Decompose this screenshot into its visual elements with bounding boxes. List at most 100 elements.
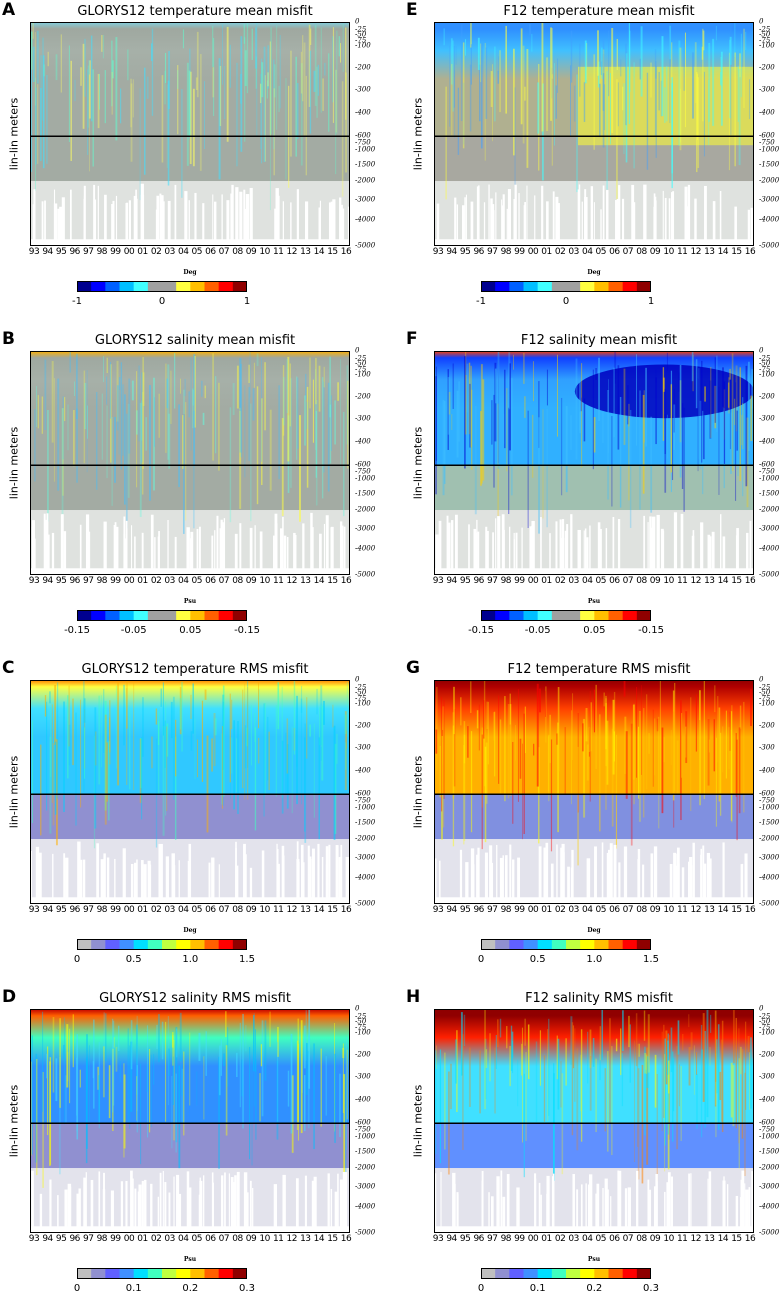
profile-streak bbox=[32, 720, 33, 822]
year-tick-label: 09 bbox=[246, 1234, 256, 1244]
profile-streak bbox=[673, 691, 675, 801]
profile-streak bbox=[160, 689, 162, 707]
profile-streak bbox=[99, 74, 100, 110]
profile-streak bbox=[747, 418, 749, 508]
profile-streak bbox=[107, 358, 108, 373]
data-gap bbox=[231, 185, 233, 246]
profile-streak bbox=[176, 1029, 177, 1058]
profile-streak bbox=[641, 26, 643, 96]
data-gap bbox=[482, 1171, 484, 1233]
profile-streak bbox=[181, 682, 182, 752]
data-gap bbox=[252, 1188, 253, 1233]
profile-streak bbox=[156, 708, 157, 724]
profile-streak bbox=[552, 74, 553, 165]
profile-streak bbox=[696, 1052, 697, 1075]
colorbar-swatch bbox=[176, 939, 191, 950]
profile-streak bbox=[642, 1065, 644, 1183]
colorbar-swatch bbox=[481, 610, 496, 621]
profile-streak bbox=[287, 359, 288, 413]
colorbar-swatch bbox=[580, 1268, 595, 1279]
profile-streak bbox=[633, 705, 635, 780]
profile-streak bbox=[333, 27, 334, 123]
profile-streak bbox=[193, 89, 195, 166]
profile-streak bbox=[667, 353, 668, 371]
profile-streak bbox=[144, 68, 146, 175]
data-gap bbox=[581, 1184, 583, 1233]
profile-streak bbox=[101, 35, 103, 52]
year-tick-label: 06 bbox=[205, 905, 215, 915]
profile-streak bbox=[49, 691, 50, 703]
profile-streak bbox=[624, 681, 626, 697]
profile-streak bbox=[620, 397, 621, 508]
data-gap bbox=[166, 856, 169, 904]
profile-streak bbox=[87, 370, 88, 472]
profile-streak bbox=[587, 744, 589, 780]
data-gap bbox=[588, 1185, 591, 1233]
profile-streak bbox=[242, 690, 243, 789]
profile-streak bbox=[537, 684, 539, 787]
panel-f: F F12 salinity mean misfit lin-lin meter… bbox=[404, 329, 782, 653]
profile-streak bbox=[435, 730, 437, 754]
profile-streak bbox=[600, 1026, 601, 1060]
colorbar-swatch bbox=[105, 1268, 120, 1279]
profile-streak bbox=[505, 26, 507, 114]
profile-streak bbox=[648, 733, 649, 754]
profile-streak bbox=[192, 683, 193, 733]
data-gap bbox=[344, 527, 346, 575]
profile-streak bbox=[745, 32, 746, 50]
year-tick-label: 05 bbox=[596, 247, 606, 257]
data-gap bbox=[452, 1173, 455, 1233]
profile-streak bbox=[122, 384, 124, 455]
colorbar bbox=[481, 610, 651, 621]
profile-streak bbox=[177, 65, 178, 134]
colorbar-swatch bbox=[233, 1268, 247, 1279]
year-tick-label: 97 bbox=[487, 905, 497, 915]
profile-streak bbox=[308, 1035, 310, 1129]
profile-streak bbox=[103, 689, 104, 753]
data-gap bbox=[709, 858, 712, 904]
data-gap bbox=[607, 853, 608, 904]
profile-streak bbox=[262, 1020, 264, 1116]
profile-streak bbox=[599, 84, 600, 137]
profile-streak bbox=[114, 417, 116, 483]
profile-streak bbox=[227, 27, 229, 142]
data-gap bbox=[96, 843, 99, 904]
profile-streak bbox=[69, 45, 70, 142]
year-tick-label: 96 bbox=[69, 1234, 79, 1244]
profile-streak bbox=[696, 695, 697, 752]
data-gap bbox=[539, 846, 542, 904]
profile-streak bbox=[200, 54, 202, 171]
profile-streak bbox=[123, 1063, 124, 1157]
year-tick-label: 02 bbox=[151, 905, 161, 915]
data-gap bbox=[200, 1178, 201, 1233]
profile-streak bbox=[221, 1039, 222, 1076]
data-gap bbox=[84, 186, 86, 246]
profile-streak bbox=[662, 728, 664, 814]
year-tick-label: 06 bbox=[609, 905, 619, 915]
profile-streak bbox=[724, 381, 725, 463]
profile-streak bbox=[277, 682, 279, 729]
profile-streak bbox=[307, 387, 309, 488]
year-tick-label: 01 bbox=[541, 905, 551, 915]
colorbar-swatch bbox=[538, 939, 553, 950]
data-gap bbox=[121, 1181, 123, 1233]
data-gap bbox=[603, 185, 605, 246]
profile-streak bbox=[336, 734, 338, 764]
year-tick-label: 03 bbox=[568, 247, 578, 257]
profile-streak bbox=[565, 727, 566, 794]
profile-streak bbox=[212, 353, 213, 460]
profile-streak bbox=[734, 53, 736, 167]
profile-streak bbox=[233, 383, 235, 415]
colorbar-tick-label: 0 bbox=[74, 1283, 80, 1294]
profile-streak bbox=[722, 367, 724, 406]
colorbar-swatch bbox=[566, 281, 581, 292]
profile-streak bbox=[172, 1032, 174, 1048]
data-gap bbox=[637, 859, 639, 904]
profile-streak bbox=[105, 70, 106, 123]
year-tick-label: 96 bbox=[69, 576, 79, 586]
data-gap bbox=[328, 1173, 330, 1233]
year-tick-label: 14 bbox=[718, 1234, 728, 1244]
data-gap bbox=[501, 200, 502, 246]
data-gap bbox=[229, 1173, 230, 1233]
